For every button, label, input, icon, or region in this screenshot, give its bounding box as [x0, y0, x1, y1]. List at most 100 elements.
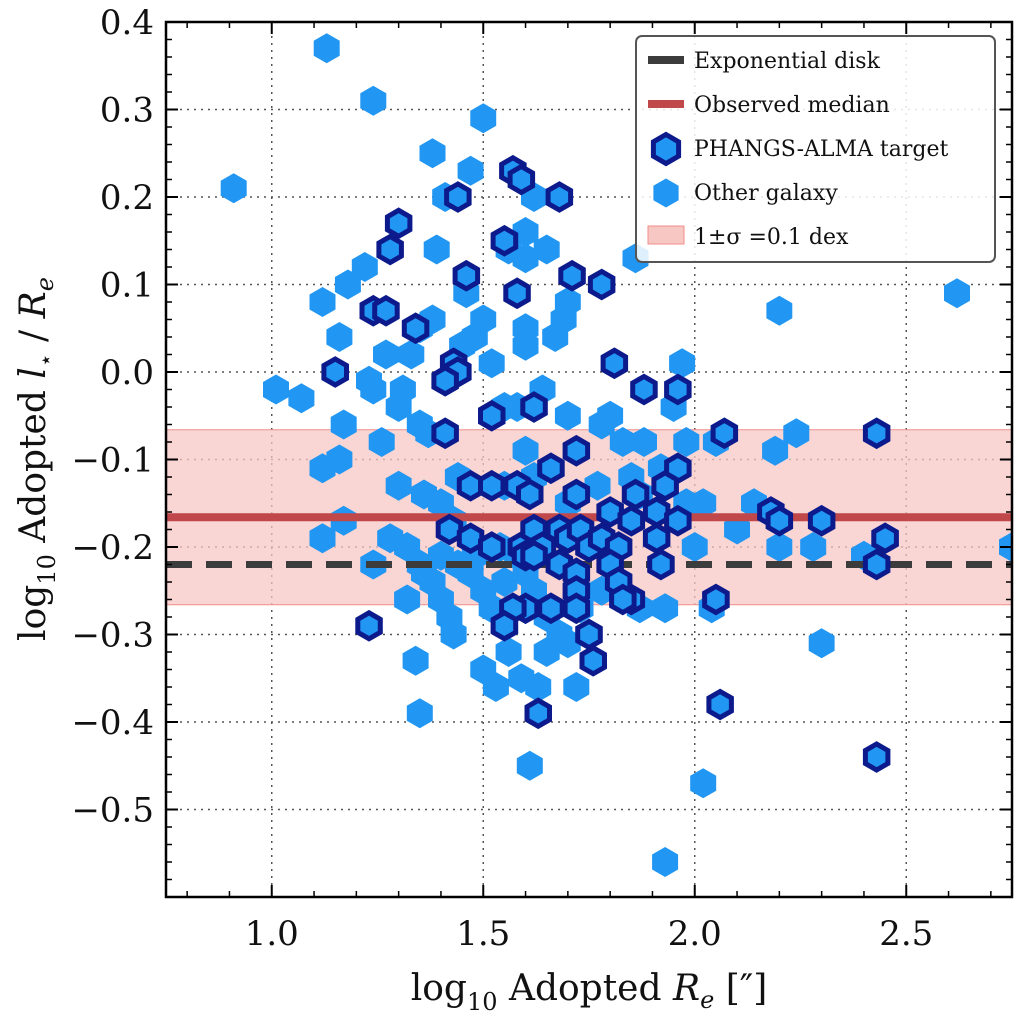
phangs-target-point: [558, 259, 586, 292]
other-galaxy-point: [554, 400, 581, 431]
phangs-target-point: [520, 539, 548, 572]
other-galaxy-point: [356, 365, 382, 396]
other-galaxy-point: [584, 470, 611, 501]
phangs-target-point: [706, 688, 734, 721]
other-galaxy-point: [652, 593, 679, 624]
other-galaxy-point: [423, 234, 450, 265]
x-tick-label: 2.0: [668, 914, 722, 954]
other-galaxy-point: [631, 427, 657, 457]
y-tick-label: −0.2: [71, 528, 154, 568]
other-galaxy-point: [385, 470, 412, 501]
other-galaxy-point: [652, 847, 679, 877]
other-galaxy-point: [512, 435, 539, 466]
other-galaxy-point: [491, 567, 518, 597]
other-galaxy-point: [762, 435, 789, 466]
other-galaxy-point: [457, 155, 484, 186]
phangs-target-point: [579, 644, 607, 677]
other-galaxy-point: [766, 532, 793, 562]
phangs-target-point: [664, 373, 692, 406]
phangs-target-point: [871, 522, 899, 555]
other-galaxy-point: [669, 348, 696, 379]
y-tick-label: −0.3: [71, 616, 154, 656]
other-galaxy-point: [330, 409, 357, 440]
legend-box: [635, 35, 996, 263]
tick-labels: 1.0 1.5 2.0 2.5 0.4 0.3 0.2 0.1 0.0 −0.1 −0.2 −0.3 −…: [71, 3, 933, 954]
phangs-target-point: [562, 434, 591, 467]
phangs-target-point: [862, 741, 891, 773]
phangs-target-point: [435, 513, 464, 546]
other-galaxy-point: [351, 252, 378, 282]
phangs-target-point: [490, 609, 519, 642]
phangs-target-point: [862, 417, 891, 450]
phangs-target-point: [621, 478, 650, 511]
phangs-target-point: [562, 592, 591, 625]
phangs-target-point: [807, 504, 836, 537]
other-galaxy-point: [373, 339, 399, 370]
phangs-target-point: [384, 207, 413, 240]
other-galaxy-point: [394, 584, 421, 615]
legend-band-label: 1±σ =0.1 dex: [694, 225, 849, 250]
legend-exp-label: Exponential disk: [694, 49, 881, 74]
other-galaxy-point: [360, 85, 387, 116]
other-galaxy-point: [385, 392, 412, 422]
y-tick-label: 0.0: [100, 353, 154, 393]
other-galaxy-point: [440, 619, 467, 650]
phangs-target-point: [609, 583, 637, 616]
phangs-target-point: [452, 259, 481, 292]
phangs-target-point: [524, 697, 552, 730]
other-galaxy-point: [512, 243, 539, 274]
phangs-target-point: [516, 478, 544, 511]
phangs-target-point: [575, 618, 603, 651]
phangs-target-point: [456, 522, 485, 555]
y-tick-label: 0.4: [100, 3, 154, 43]
x-tick-label: 1.5: [456, 914, 510, 954]
other-galaxy-point: [313, 33, 340, 64]
phangs-target-point: [401, 312, 430, 345]
phangs-target-point: [478, 399, 506, 432]
other-galaxy-point: [495, 637, 522, 667]
other-galaxy-point: [533, 637, 560, 667]
other-galaxy-point: [326, 322, 353, 352]
other-galaxy-point: [309, 523, 336, 554]
x-tick-label: 1.0: [245, 914, 299, 954]
legend: Exponential disk Observed median PHANGS-…: [635, 35, 996, 263]
other-galaxy-point: [368, 427, 395, 457]
phangs-target-point: [630, 373, 658, 406]
other-galaxy-point: [288, 383, 315, 414]
other-galaxy-point: [681, 532, 708, 562]
other-galaxy-point: [419, 138, 446, 169]
phangs-target-point: [642, 522, 671, 555]
phangs-target-point: [431, 364, 459, 397]
other-galaxy-point: [724, 514, 750, 545]
phangs-target-point: [600, 347, 629, 380]
phangs-target-point: [431, 417, 459, 450]
phangs-target-point: [537, 452, 565, 485]
phangs-target-point: [765, 504, 794, 537]
phangs-target-point: [647, 548, 675, 581]
phangs-target-point: [545, 181, 574, 213]
other-galaxy-point: [609, 427, 636, 457]
phangs-target-point: [478, 469, 506, 502]
other-galaxy-point: [690, 488, 717, 519]
other-galaxy-point: [220, 173, 247, 204]
other-galaxy-point: [326, 444, 353, 475]
other-galaxy-point: [512, 217, 539, 247]
phangs-target-point: [537, 592, 565, 625]
phangs-target-point: [651, 469, 679, 502]
legend-phangs-label: PHANGS-ALMA target: [694, 137, 948, 162]
other-galaxy-point: [554, 287, 581, 317]
other-galaxy-point: [563, 672, 590, 702]
phangs-target-point: [372, 294, 400, 327]
other-galaxy-point: [766, 295, 793, 326]
phangs-target-point: [562, 478, 591, 511]
other-galaxy-point: [482, 672, 509, 702]
y-tick-label: −0.1: [71, 441, 154, 481]
other-galaxy-point: [263, 374, 289, 405]
legend-phangs-marker: [650, 131, 682, 167]
other-galaxy-point: [470, 304, 497, 335]
y-tick-label: 0.2: [100, 178, 154, 218]
legend-median-label: Observed median: [694, 93, 890, 118]
other-galaxy-point: [554, 628, 581, 659]
axis-ticks: [166, 21, 1012, 897]
